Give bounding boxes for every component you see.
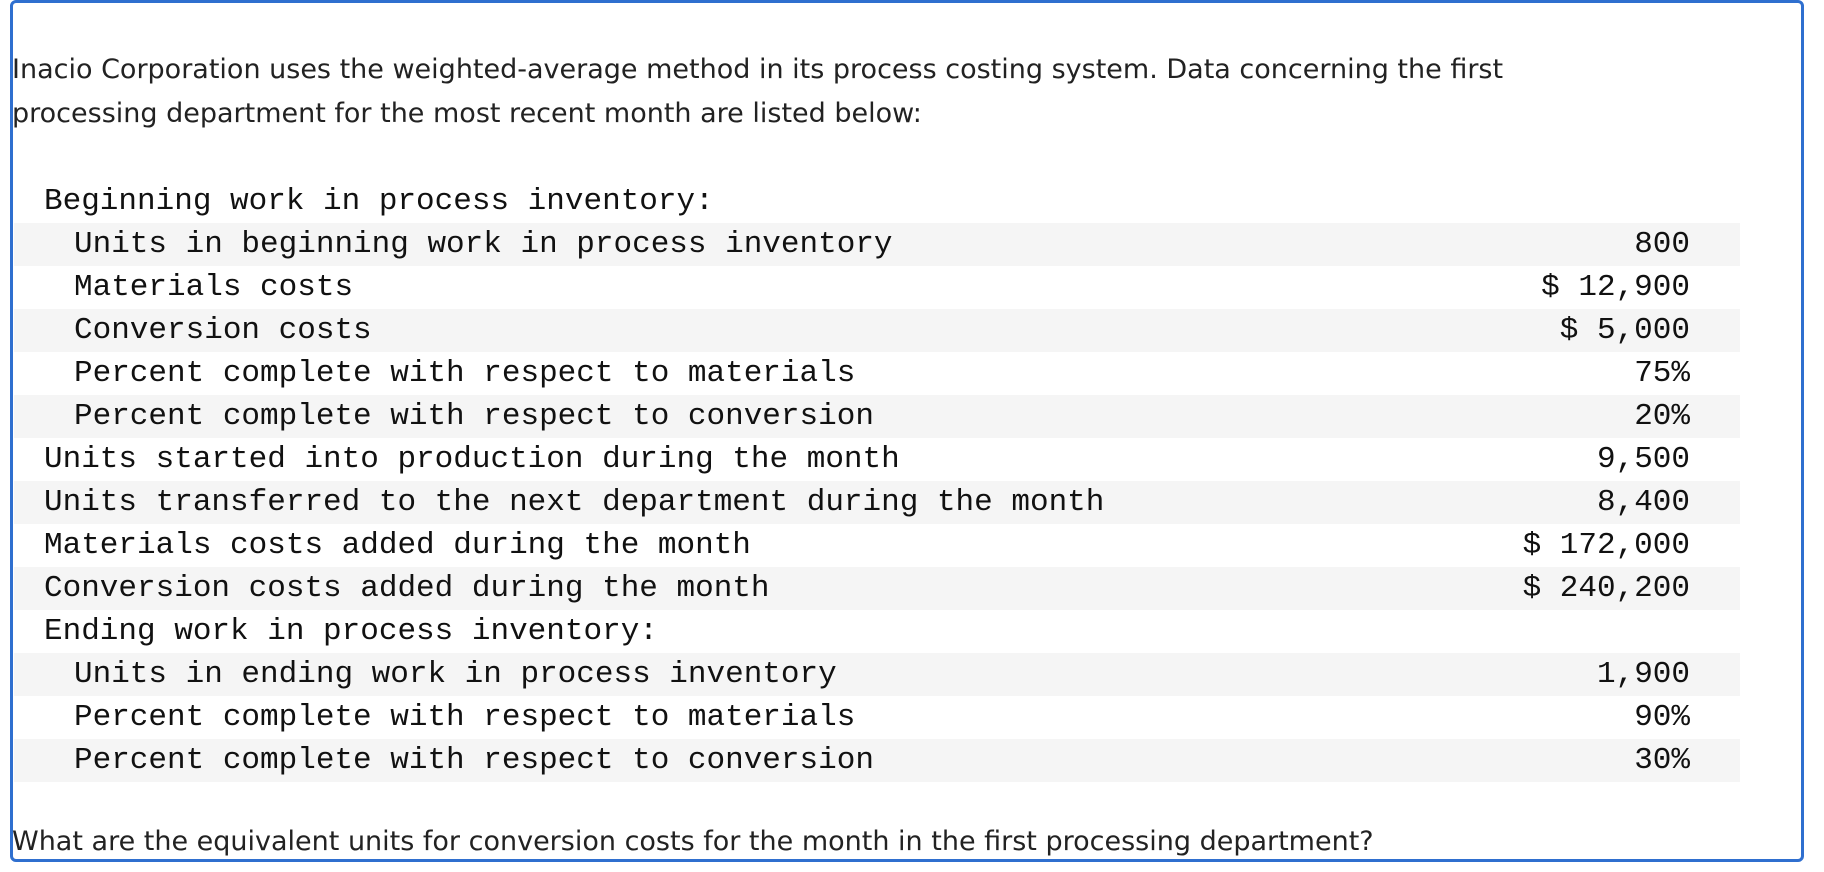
- table-row: Materials costs $ 12,900: [14, 266, 1740, 309]
- row-label: Percent complete with respect to materia…: [74, 356, 856, 391]
- row-label: Units in beginning work in process inven…: [74, 227, 893, 262]
- intro-text: Inacio Corporation uses the weighted-ave…: [12, 54, 1504, 129]
- row-value: $ 5,000: [1559, 313, 1690, 348]
- row-label: Conversion costs: [74, 313, 372, 348]
- table-row: Ending work in process inventory:: [14, 610, 1740, 653]
- table-row: Units in beginning work in process inven…: [14, 223, 1740, 266]
- row-label: Units in ending work in process inventor…: [74, 657, 837, 692]
- row-value: 30%: [1634, 743, 1690, 778]
- row-label: Materials costs: [74, 270, 354, 305]
- row-value: 90%: [1634, 700, 1690, 735]
- row-value: $ 240,200: [1522, 571, 1690, 606]
- row-label: Materials costs added during the month: [44, 528, 751, 563]
- table-row: Units in ending work in process inventor…: [14, 653, 1740, 696]
- row-value: 75%: [1634, 356, 1690, 391]
- row-value: 20%: [1634, 399, 1690, 434]
- section-heading: Ending work in process inventory:: [44, 614, 658, 649]
- row-label: Conversion costs added during the month: [44, 571, 770, 606]
- row-label: Percent complete with respect to convers…: [74, 399, 874, 434]
- row-label: Units started into production during the…: [44, 442, 900, 477]
- table-row: Percent complete with respect to materia…: [14, 352, 1740, 395]
- row-value: $ 12,900: [1541, 270, 1690, 305]
- table-row: Conversion costs $ 5,000: [14, 309, 1740, 352]
- table-row: Percent complete with respect to materia…: [14, 696, 1740, 739]
- table-row: Materials costs added during the month $ …: [14, 524, 1740, 567]
- table-row: Conversion costs added during the month $…: [14, 567, 1740, 610]
- row-label: Percent complete with respect to materia…: [74, 700, 856, 735]
- row-value: $ 172,000: [1522, 528, 1690, 563]
- row-value: 8,400: [1596, 485, 1690, 520]
- question-text: What are the equivalent units for conver…: [12, 826, 1374, 857]
- row-value: 800: [1634, 227, 1690, 262]
- table-row: Units started into production during the…: [14, 438, 1740, 481]
- row-label: Percent complete with respect to convers…: [74, 743, 874, 778]
- table-row: Percent complete with respect to convers…: [14, 739, 1740, 782]
- data-table: Beginning work in process inventory: Unit…: [14, 180, 1740, 782]
- table-row: Percent complete with respect to convers…: [14, 395, 1740, 438]
- row-value: 9,500: [1596, 442, 1690, 477]
- row-value: 1,900: [1596, 657, 1690, 692]
- section-heading: Beginning work in process inventory:: [44, 184, 714, 219]
- table-row: Units transferred to the next department…: [14, 481, 1740, 524]
- row-label: Units transferred to the next department…: [44, 485, 1105, 520]
- content-frame: [10, 0, 1804, 862]
- table-row: Beginning work in process inventory:: [14, 180, 1740, 223]
